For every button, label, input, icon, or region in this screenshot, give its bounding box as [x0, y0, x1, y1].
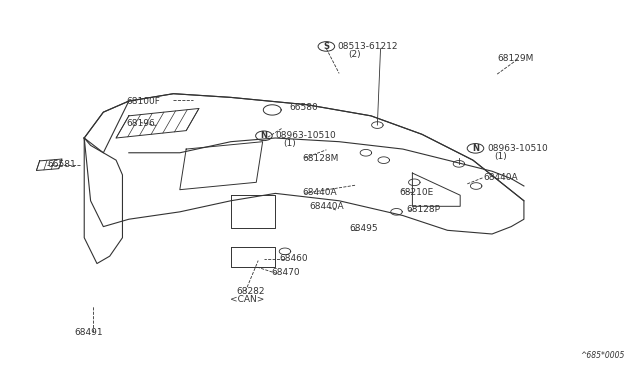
Text: 66581: 66581 — [47, 160, 76, 169]
Text: 68491: 68491 — [75, 328, 103, 337]
Text: 68440A: 68440A — [484, 173, 518, 182]
Text: 68282: 68282 — [236, 287, 264, 296]
Text: (1): (1) — [495, 152, 508, 161]
Text: 68460: 68460 — [280, 254, 308, 263]
Text: 08963-10510: 08963-10510 — [487, 144, 548, 153]
Text: N: N — [260, 131, 268, 140]
Text: ^685*0005: ^685*0005 — [580, 351, 625, 360]
Text: S: S — [323, 42, 330, 51]
Text: 68440A: 68440A — [310, 202, 344, 211]
Text: (2): (2) — [348, 50, 361, 59]
Text: 66580: 66580 — [289, 103, 318, 112]
Text: 68470: 68470 — [271, 268, 300, 277]
Text: 08513-61212: 08513-61212 — [338, 42, 398, 51]
Text: 68100F: 68100F — [126, 97, 160, 106]
Text: 68129M: 68129M — [497, 54, 534, 63]
Text: 68196: 68196 — [126, 119, 155, 128]
Text: 68128M: 68128M — [302, 154, 339, 163]
Text: 68495: 68495 — [349, 224, 378, 233]
Text: 68210E: 68210E — [399, 188, 433, 197]
Text: 68440A: 68440A — [302, 188, 337, 197]
Text: <CAN>: <CAN> — [230, 295, 264, 304]
Text: 08963-10510: 08963-10510 — [275, 131, 336, 140]
Text: 68128P: 68128P — [406, 205, 440, 215]
Text: (1): (1) — [283, 139, 296, 148]
Text: N: N — [472, 144, 479, 153]
